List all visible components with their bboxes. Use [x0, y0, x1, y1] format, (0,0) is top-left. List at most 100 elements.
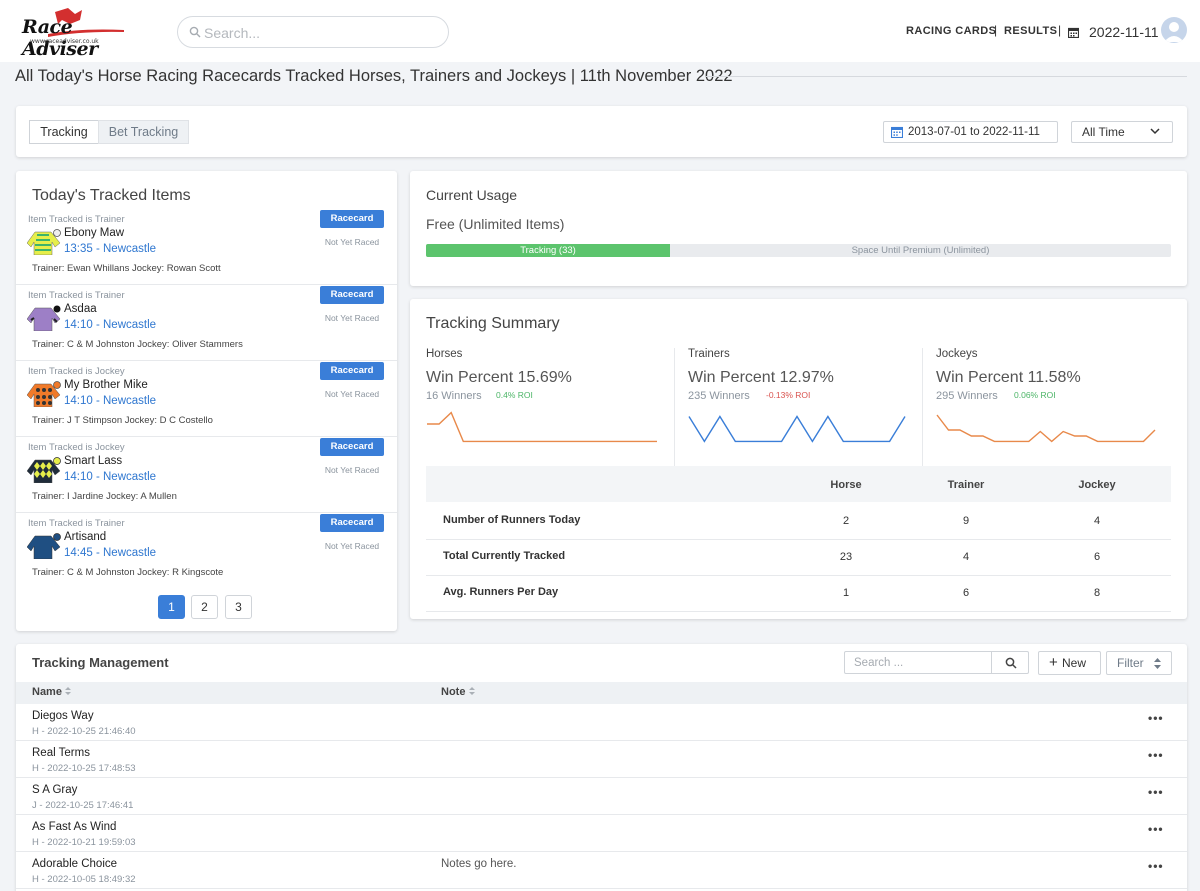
jockey-silks-icon [27, 457, 61, 483]
summary-cell: 8 [1093, 587, 1101, 599]
summary-heading-jockeys: Jockeys [936, 348, 978, 360]
filter-button-label: Filter [1117, 656, 1144, 670]
summary-title: Tracking Summary [426, 315, 560, 332]
col-note-header[interactable]: Note [441, 686, 475, 698]
page-button-2[interactable]: 2 [191, 595, 218, 619]
tracked-item: Item Tracked is Trainer Artisand 14:45 -… [16, 513, 397, 589]
sparkline-jockeys [936, 414, 1156, 443]
more-options-icon[interactable]: ••• [1148, 785, 1164, 799]
row-divider [426, 611, 1171, 612]
calendar-icon[interactable] [1068, 27, 1079, 38]
logo-text: Race Adviser [22, 16, 98, 60]
usage-remaining-label: Space Until Premium (Unlimited) [851, 245, 990, 256]
management-search[interactable] [844, 651, 1029, 674]
horse-name[interactable]: Asdaa [64, 303, 97, 315]
search-divider [991, 652, 992, 673]
page-button-1[interactable]: 1 [158, 595, 185, 619]
summary-row-label: Total Currently Tracked [443, 550, 566, 562]
date-range-value: 2013-07-01 to 2022-11-11 [908, 126, 1040, 138]
summary-heading-horses: Horses [426, 348, 463, 360]
tracked-item-type: Item Tracked is Trainer [28, 518, 125, 529]
race-link[interactable]: 14:10 - Newcastle [64, 395, 157, 407]
racecard-button[interactable]: Racecard [320, 438, 384, 456]
tracked-item-type: Item Tracked is Trainer [28, 214, 125, 225]
current-date[interactable]: 2022-11-11 [1089, 24, 1159, 40]
logo[interactable]: Race Adviser www.raceadviser.co.uk [20, 6, 130, 60]
tracked-items-title: Today's Tracked Items [32, 187, 191, 204]
jockey-silks-icon [27, 305, 61, 331]
new-button-label: New [1062, 656, 1087, 670]
new-button[interactable]: + New [1038, 651, 1101, 675]
more-options-icon[interactable]: ••• [1148, 711, 1164, 725]
global-search-input[interactable] [204, 23, 434, 43]
summary-col-jockey: Jockey [1078, 479, 1116, 491]
summary-cell: 6 [962, 587, 970, 599]
usage-plan: Free (Unlimited Items) [426, 216, 565, 232]
sort-icon [65, 687, 72, 695]
summary-cell: 9 [962, 515, 970, 527]
usage-title: Current Usage [426, 187, 518, 203]
race-link[interactable]: 13:35 - Newcastle [64, 243, 157, 255]
summary-cell: 23 [839, 551, 853, 563]
nav-racing-cards[interactable]: RACING CARDS [906, 25, 997, 37]
summary-divider [922, 348, 923, 466]
sparkline-line [936, 414, 1156, 443]
tab-bet-tracking[interactable]: Bet Tracking [98, 120, 189, 144]
racecard-button[interactable]: Racecard [320, 362, 384, 380]
title-divider [706, 76, 1187, 77]
more-options-icon[interactable]: ••• [1148, 748, 1164, 762]
filter-button[interactable]: Filter [1106, 651, 1172, 675]
calendar-icon [891, 126, 903, 138]
search-icon[interactable] [1005, 657, 1017, 669]
more-options-icon[interactable]: ••• [1148, 859, 1164, 873]
tracked-name: As Fast As Wind [32, 821, 117, 833]
horse-name[interactable]: Artisand [64, 531, 107, 543]
racecard-button[interactable]: Racecard [320, 210, 384, 228]
horse-name[interactable]: Smart Lass [64, 455, 123, 467]
tracked-items-panel [16, 171, 397, 631]
col-name-header[interactable]: Name [32, 686, 72, 698]
tracked-item-type: Item Tracked is Jockey [28, 366, 125, 377]
race-status: Not Yet Raced [324, 313, 380, 323]
roi-trainers: -0.13% ROI [766, 390, 811, 400]
table-row[interactable]: Adorable Choice H - 2022-10-05 18:49:32 … [16, 852, 1187, 889]
table-row[interactable]: S A Gray J - 2022-10-25 17:46:41 ••• [16, 778, 1187, 815]
race-link[interactable]: 14:10 - Newcastle [64, 471, 157, 483]
row-divider [426, 575, 1171, 576]
global-search[interactable] [177, 16, 449, 48]
table-row[interactable]: Real Terms H - 2022-10-25 17:48:53 ••• [16, 741, 1187, 778]
more-options-icon[interactable]: ••• [1148, 822, 1164, 836]
date-range-picker[interactable]: 2013-07-01 to 2022-11-11 [883, 121, 1058, 143]
tracked-meta: H - 2022-10-25 21:46:40 [32, 726, 136, 737]
trainer-jockey: Trainer: Ewan Whillans Jockey: Rowan Sco… [32, 263, 221, 274]
period-select[interactable]: All Time [1071, 121, 1173, 143]
tracked-item-type: Item Tracked is Jockey [28, 442, 125, 453]
tracked-note: Notes go here. [441, 858, 517, 870]
tracked-item: Item Tracked is Jockey My Brother Mike 1… [16, 361, 397, 437]
page-button-3[interactable]: 3 [225, 595, 252, 619]
summary-col-trainer: Trainer [947, 479, 985, 491]
race-link[interactable]: 14:45 - Newcastle [64, 547, 157, 559]
horse-name[interactable]: My Brother Mike [64, 379, 148, 391]
tracked-name: Real Terms [32, 747, 90, 759]
tracked-meta: H - 2022-10-25 17:48:53 [32, 763, 136, 774]
tracked-meta: H - 2022-10-05 18:49:32 [32, 874, 136, 885]
trainer-jockey: Trainer: C & M Johnston Jockey: R Kingsc… [32, 567, 224, 578]
summary-row-label: Number of Runners Today [443, 514, 581, 526]
summary-cell: 6 [1093, 551, 1101, 563]
summary-heading-trainers: Trainers [688, 348, 730, 360]
horse-name[interactable]: Ebony Maw [64, 227, 125, 239]
summary-table-header [426, 466, 1171, 502]
tracked-name: Adorable Choice [32, 858, 118, 870]
nav-results[interactable]: RESULTS [1004, 25, 1058, 37]
management-search-input[interactable] [854, 655, 994, 671]
race-link[interactable]: 14:10 - Newcastle [64, 319, 157, 331]
summary-col-horse: Horse [830, 479, 862, 491]
user-avatar[interactable] [1161, 17, 1187, 43]
sparkline-horses [427, 411, 657, 443]
table-row[interactable]: Diegos Way H - 2022-10-25 21:46:40 ••• [16, 704, 1187, 741]
tab-tracking[interactable]: Tracking [29, 120, 99, 144]
table-row[interactable]: As Fast As Wind H - 2022-10-21 19:59:03 … [16, 815, 1187, 852]
racecard-button[interactable]: Racecard [320, 514, 384, 532]
racecard-button[interactable]: Racecard [320, 286, 384, 304]
